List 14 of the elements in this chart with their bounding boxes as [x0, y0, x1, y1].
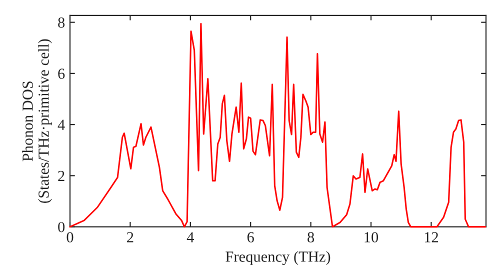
y-tick-label: 6 — [58, 68, 65, 79]
x-tick-label: 0 — [66, 232, 74, 242]
x-tick-label: 6 — [247, 232, 254, 242]
x-tick-label: 10 — [364, 232, 378, 242]
x-tick-label: 8 — [308, 232, 314, 242]
x-tick-label: 2 — [127, 232, 134, 242]
y-tick-label: 2 — [58, 170, 64, 181]
y-axis-title: Phonon DOS (States/THz·primitive cell) — [22, 39, 52, 203]
x-axis-title: Frequency (THz) — [226, 251, 330, 265]
x-tick-label: 12 — [424, 232, 438, 242]
y-tick-label: 8 — [58, 17, 65, 28]
x-tick-label: 4 — [186, 232, 194, 242]
y-tick-label: 0 — [58, 222, 65, 232]
y-tick-label: 4 — [58, 120, 65, 130]
